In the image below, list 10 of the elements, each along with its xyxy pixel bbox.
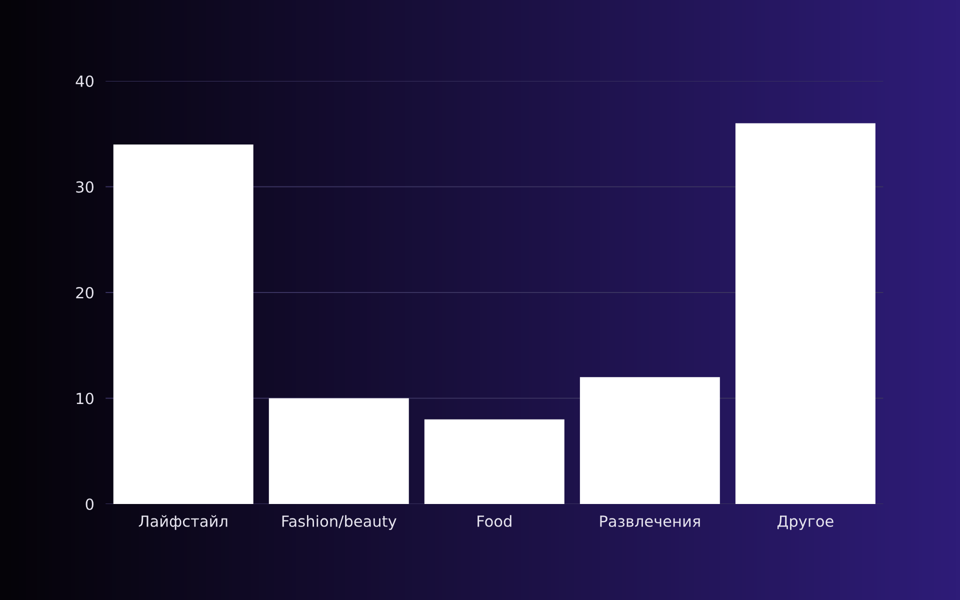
y-tick-label: 0 (86, 498, 94, 510)
x-tick-label: Лайфстайл (138, 515, 228, 530)
x-tick-label: Развлечения (600, 516, 700, 527)
x-tick-label: Fashion/beauty (282, 515, 396, 530)
y-tick-label: 20 (76, 286, 94, 299)
y-tick-label: 10 (76, 392, 94, 404)
y-tick-label: 30 (76, 181, 94, 193)
x-tick-label: Food (478, 515, 512, 527)
y-tick-label: 40 (76, 75, 94, 88)
x-tick-label: Другое (777, 516, 834, 530)
